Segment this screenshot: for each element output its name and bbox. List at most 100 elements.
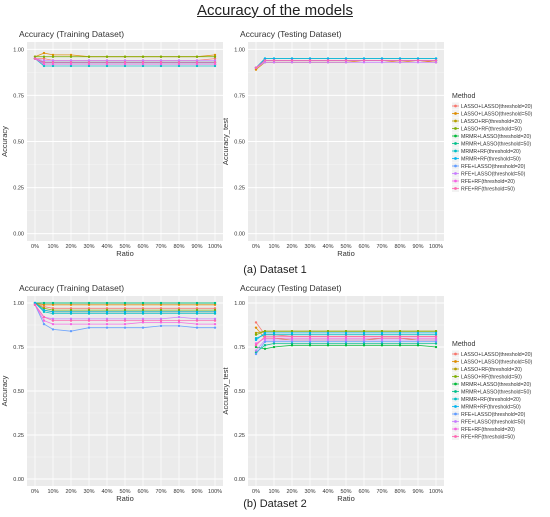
x-tick-label: 50% bbox=[340, 489, 351, 495]
legend-label: RFE+RF(threshold=20) bbox=[461, 427, 515, 433]
data-point bbox=[380, 331, 384, 335]
data-point bbox=[434, 335, 438, 338]
legend-label: LASSO+LASSO(threshold=20) bbox=[461, 352, 532, 358]
series-line bbox=[255, 336, 436, 346]
legend-label: RFE+LASSO(threshold=50) bbox=[461, 420, 526, 426]
data-point bbox=[344, 61, 348, 64]
data-point bbox=[380, 61, 384, 64]
data-point bbox=[195, 310, 199, 314]
legend-label: MRMR+RF(threshold=50) bbox=[461, 157, 521, 163]
data-point bbox=[42, 319, 46, 322]
x-tick-label: 60% bbox=[358, 244, 369, 250]
data-point bbox=[123, 317, 127, 321]
data-point bbox=[362, 331, 366, 335]
data-point bbox=[416, 333, 420, 336]
data-point bbox=[362, 57, 366, 60]
data-point bbox=[308, 338, 312, 342]
data-point bbox=[177, 319, 181, 322]
data-point bbox=[254, 338, 258, 342]
data-point bbox=[51, 308, 55, 312]
data-point bbox=[380, 342, 384, 345]
data-point bbox=[344, 342, 348, 345]
data-point bbox=[263, 61, 267, 64]
series-line bbox=[255, 61, 436, 69]
data-point bbox=[290, 338, 294, 342]
data-point bbox=[105, 326, 109, 329]
data-point bbox=[42, 308, 46, 312]
data-point bbox=[123, 326, 127, 329]
data-point bbox=[51, 303, 55, 306]
data-point bbox=[42, 307, 46, 310]
data-point bbox=[344, 331, 348, 335]
x-tick-label: 10% bbox=[47, 489, 58, 495]
data-point bbox=[434, 337, 438, 340]
data-point bbox=[398, 333, 402, 336]
x-axis-label: Ratio bbox=[116, 494, 134, 503]
data-point bbox=[42, 55, 46, 58]
data-point bbox=[434, 340, 438, 343]
data-point bbox=[51, 53, 55, 57]
data-point bbox=[398, 337, 402, 340]
x-axis-label: Ratio bbox=[116, 249, 134, 258]
x-tick-label: 40% bbox=[322, 489, 333, 495]
data-point bbox=[105, 55, 109, 58]
legend-label: MRMR+LASSO(threshold=20) bbox=[461, 134, 531, 140]
series-line bbox=[34, 58, 215, 67]
series-line bbox=[255, 341, 436, 355]
data-point bbox=[123, 61, 127, 64]
data-point bbox=[416, 331, 420, 335]
data-point bbox=[177, 312, 181, 315]
x-tick-label: 50% bbox=[119, 244, 130, 250]
legend-label: RFE+RF(threshold=20) bbox=[461, 179, 515, 185]
data-point bbox=[344, 333, 348, 336]
data-point bbox=[159, 55, 163, 58]
data-point bbox=[177, 59, 181, 62]
series-line bbox=[34, 304, 215, 332]
data-point bbox=[308, 331, 312, 335]
chart-3: 0.00 0.25 0.50 0.75 1.00 0% 10% 20% 30% 40% 50% 60%… bbox=[0, 283, 223, 503]
data-point bbox=[416, 342, 420, 345]
legend-key-dot bbox=[454, 127, 457, 130]
data-point bbox=[380, 333, 384, 336]
legend-key-dot bbox=[454, 187, 457, 190]
data-point bbox=[87, 317, 91, 321]
data-point bbox=[69, 303, 73, 306]
legend-label: LASSO+RF(threshold=20) bbox=[461, 119, 522, 125]
data-point bbox=[42, 303, 46, 306]
series-line bbox=[34, 302, 215, 306]
x-axis-label: Ratio bbox=[337, 249, 355, 258]
x-tick-label: 70% bbox=[376, 489, 387, 495]
data-point bbox=[362, 342, 366, 345]
data-point bbox=[123, 301, 127, 305]
x-tick-label: 90% bbox=[412, 489, 423, 495]
data-point bbox=[398, 338, 402, 342]
x-tick-label: 0% bbox=[252, 244, 260, 250]
data-point bbox=[416, 337, 420, 340]
data-point bbox=[33, 55, 37, 58]
data-point bbox=[380, 338, 384, 342]
data-point bbox=[195, 303, 199, 306]
data-point bbox=[33, 301, 37, 305]
data-point bbox=[290, 344, 294, 347]
data-point bbox=[51, 322, 55, 326]
y-tick-label: 0.00 bbox=[234, 477, 245, 483]
legend-key-dot bbox=[454, 172, 457, 175]
data-point bbox=[326, 333, 330, 336]
data-point bbox=[254, 321, 258, 324]
data-point bbox=[380, 57, 384, 60]
x-tick-label: 90% bbox=[191, 489, 202, 495]
data-point bbox=[213, 61, 217, 64]
data-point bbox=[326, 337, 330, 340]
data-point bbox=[141, 312, 145, 315]
data-point bbox=[123, 308, 127, 312]
y-tick-label: 1.00 bbox=[13, 301, 24, 307]
data-point bbox=[87, 59, 91, 62]
data-point bbox=[398, 329, 402, 333]
data-point bbox=[141, 321, 145, 324]
x-tick-label: 60% bbox=[137, 489, 148, 495]
legend-key-dot bbox=[454, 427, 457, 431]
y-tick-label: 0.00 bbox=[13, 232, 24, 238]
x-tick-label: 60% bbox=[358, 489, 369, 495]
data-point bbox=[362, 329, 366, 333]
